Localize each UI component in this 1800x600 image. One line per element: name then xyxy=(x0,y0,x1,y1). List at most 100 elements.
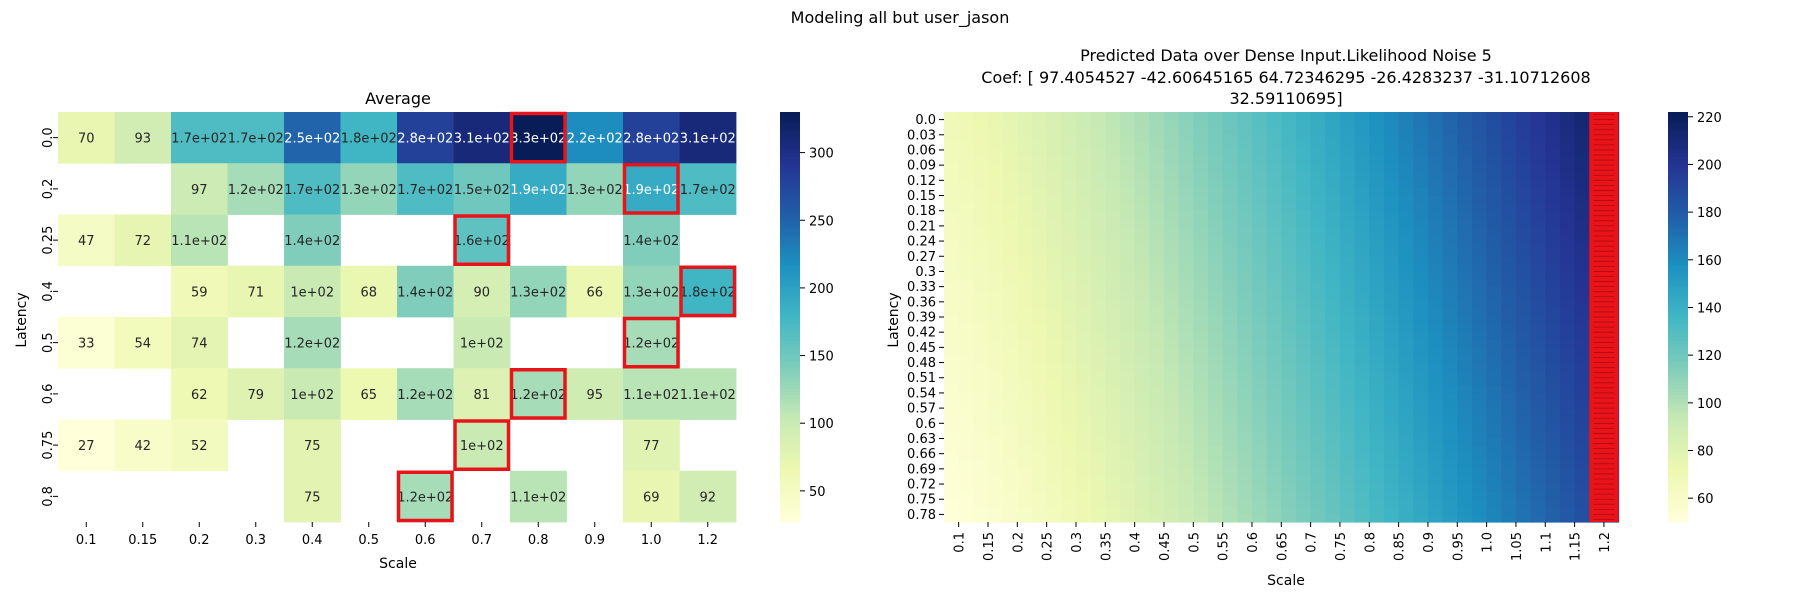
predicted-cell xyxy=(944,187,960,197)
predicted-cell xyxy=(944,309,960,318)
average-colorbar-segment xyxy=(780,190,800,195)
predicted-cell xyxy=(988,187,1004,197)
predicted-cell xyxy=(1369,119,1385,128)
predicted-cell xyxy=(1193,438,1209,447)
predicted-cell xyxy=(1031,354,1048,364)
predicted-cell xyxy=(1325,279,1341,288)
predicted-cell xyxy=(1383,149,1400,159)
predicted-cell xyxy=(1061,233,1077,242)
predicted-cell xyxy=(958,203,974,212)
predicted-cell xyxy=(1471,514,1488,523)
predicted-cell xyxy=(1559,415,1576,424)
predicted-cell xyxy=(988,430,1004,440)
predicted-cell xyxy=(1310,294,1326,303)
average-colorbar-segment xyxy=(780,286,800,291)
predicted-cell xyxy=(1383,339,1400,348)
predicted-cell xyxy=(1090,332,1106,341)
predicted-cell xyxy=(1193,279,1209,288)
predicted-cell xyxy=(1207,484,1224,493)
predicted-cell xyxy=(1545,468,1561,478)
y-tick-label: 0.5 xyxy=(41,332,56,353)
average-colorbar-segment xyxy=(780,416,800,421)
average-colorbar-segment xyxy=(780,450,800,455)
predicted-colorbar-segment xyxy=(1668,139,1688,144)
predicted-cell xyxy=(1471,203,1488,212)
predicted-cell xyxy=(1281,309,1297,318)
predicted-cell xyxy=(1090,430,1106,440)
predicted-cell xyxy=(944,294,960,303)
predicted-cell xyxy=(1251,461,1268,470)
predicted-cell xyxy=(1442,256,1458,265)
predicted-cell xyxy=(1149,499,1165,508)
predicted-cell xyxy=(1339,438,1356,447)
predicted-cell xyxy=(1574,415,1590,424)
predicted-cell xyxy=(1574,309,1590,318)
predicted-cell xyxy=(1310,263,1326,273)
predicted-cell xyxy=(958,165,974,174)
predicted-cell xyxy=(1486,134,1502,143)
predicted-cell xyxy=(1486,157,1502,166)
predicted-cell xyxy=(944,263,960,273)
predicted-cell xyxy=(1471,461,1488,470)
predicted-cell xyxy=(1193,385,1209,394)
predicted-cell xyxy=(1163,210,1180,219)
predicted-cell xyxy=(1178,248,1194,257)
predicted-colorbar-segment xyxy=(1668,252,1688,257)
predicted-cell xyxy=(1105,354,1121,364)
predicted-cell xyxy=(1471,142,1488,151)
predicted-cell xyxy=(1222,400,1238,409)
predicted-cell xyxy=(1149,286,1165,295)
predicted-cell xyxy=(1413,461,1429,470)
predicted-cell xyxy=(1046,218,1062,227)
predicted-cell xyxy=(1486,263,1502,273)
predicted-cell xyxy=(1383,279,1400,288)
predicted-cell xyxy=(973,248,989,257)
predicted-cell xyxy=(1163,468,1180,478)
predicted-cell xyxy=(1222,461,1238,470)
predicted-colorbar-segment xyxy=(1668,381,1688,386)
predicted-cell xyxy=(1017,362,1033,371)
predicted-cell xyxy=(1295,263,1312,273)
heatmap-cell xyxy=(679,470,737,523)
predicted-cell xyxy=(1207,180,1224,189)
predicted-colorbar-segment xyxy=(1668,395,1688,400)
predicted-cell xyxy=(1501,248,1517,257)
predicted-cell xyxy=(1193,446,1209,455)
predicted-cell xyxy=(1325,324,1341,333)
predicted-cell xyxy=(1545,354,1561,364)
predicted-cell xyxy=(1163,491,1180,500)
predicted-cell xyxy=(944,400,960,409)
predicted-cell xyxy=(1530,423,1546,432)
x-tick-label: 0.25 xyxy=(1041,532,1056,561)
predicted-cell xyxy=(1325,225,1341,235)
predicted-cell xyxy=(1515,241,1532,250)
predicted-cell xyxy=(1046,377,1062,386)
predicted-cell xyxy=(1413,119,1429,128)
average-colorbar-segment xyxy=(780,463,800,468)
average-colorbar-segment xyxy=(780,392,800,397)
predicted-cell xyxy=(1574,324,1590,333)
predicted-cell xyxy=(1457,294,1473,303)
predicted-cell xyxy=(1046,225,1062,235)
predicted-cell xyxy=(1002,271,1018,280)
predicted-cell xyxy=(1134,271,1150,280)
predicted-cell xyxy=(1178,461,1194,470)
predicted-cell xyxy=(1031,324,1048,333)
cell-value-label: 1.4e+02 xyxy=(284,234,340,249)
predicted-cell xyxy=(1149,461,1165,470)
predicted-cell xyxy=(1486,225,1502,235)
predicted-cell xyxy=(1559,301,1576,310)
x-tick-label: 0.5 xyxy=(1187,532,1202,553)
x-tick-label: 0.9 xyxy=(584,533,605,548)
predicted-cell xyxy=(1398,400,1414,409)
predicted-cell xyxy=(1442,286,1458,295)
average-colorbar-segment xyxy=(780,453,800,458)
predicted-cell xyxy=(1574,491,1590,500)
predicted-cell xyxy=(1105,241,1121,250)
heatmap-cell xyxy=(623,317,680,369)
heatmap-cell xyxy=(453,265,511,318)
predicted-cell xyxy=(1149,112,1165,121)
predicted-cell xyxy=(1295,218,1312,227)
x-tick-label: 0.95 xyxy=(1451,532,1466,561)
predicted-cell xyxy=(1295,400,1312,409)
